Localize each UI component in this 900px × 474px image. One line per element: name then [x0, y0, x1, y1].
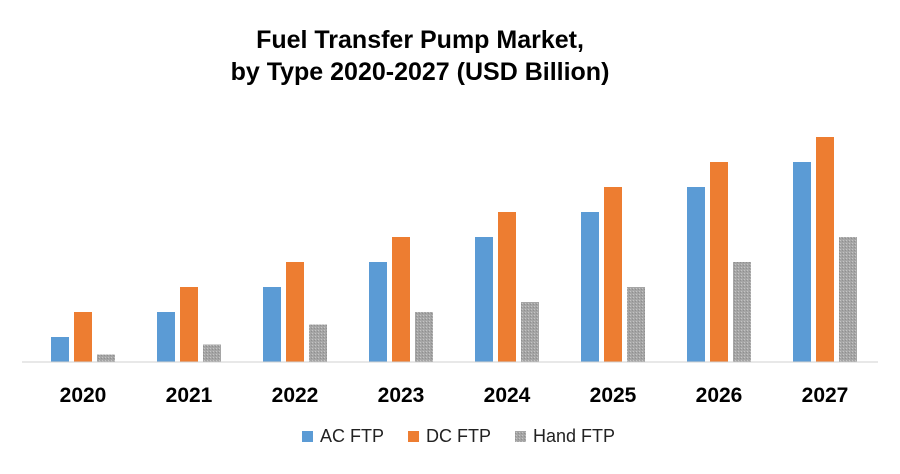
bar-ac-ftp-2025 — [581, 212, 599, 362]
bar-hand-ftp-2021 — [203, 344, 221, 362]
legend-label-hand-ftp: Hand FTP — [533, 426, 615, 446]
bar-hand-ftp-2020 — [97, 354, 115, 362]
bar-ac-ftp-2020 — [51, 337, 69, 362]
x-tick-label-2020: 2020 — [60, 384, 107, 407]
bar-ac-ftp-2021 — [157, 312, 175, 362]
bar-ac-ftp-2022 — [263, 287, 281, 362]
bars-layer — [51, 137, 857, 362]
legend-label-ac-ftp: AC FTP — [320, 426, 384, 446]
x-tick-label-2027: 2027 — [802, 384, 849, 407]
bar-hand-ftp-2023 — [415, 312, 433, 362]
bar-hand-ftp-2024 — [521, 302, 539, 362]
x-tick-label-2026: 2026 — [696, 384, 743, 407]
x-tick-label-2021: 2021 — [166, 384, 213, 407]
bar-dc-ftp-2024 — [498, 212, 516, 362]
bar-dc-ftp-2021 — [180, 287, 198, 362]
bar-dc-ftp-2027 — [816, 137, 834, 362]
bar-ac-ftp-2023 — [369, 262, 387, 362]
chart-title: Fuel Transfer Pump Market, — [256, 26, 584, 54]
x-tick-label-2022: 2022 — [272, 384, 319, 407]
chart-subtitle: by Type 2020-2027 (USD Billion) — [231, 58, 610, 86]
bar-hand-ftp-2022 — [309, 324, 327, 362]
bar-dc-ftp-2026 — [710, 162, 728, 362]
bar-hand-ftp-2025 — [627, 287, 645, 362]
bar-ac-ftp-2027 — [793, 162, 811, 362]
legend-label-dc-ftp: DC FTP — [426, 426, 491, 446]
bar-dc-ftp-2022 — [286, 262, 304, 362]
x-tick-labels: 2020 2021 2022 2023 2024 2025 2026 2027 — [60, 384, 849, 407]
bar-ac-ftp-2026 — [687, 187, 705, 362]
legend-swatch-hand-ftp — [515, 431, 527, 442]
bar-ac-ftp-2024 — [475, 237, 493, 362]
legend-swatch-ac-ftp — [302, 431, 313, 442]
bar-hand-ftp-2027 — [839, 237, 857, 362]
bar-dc-ftp-2020 — [74, 312, 92, 362]
x-tick-label-2025: 2025 — [590, 384, 637, 407]
legend-swatch-dc-ftp — [408, 431, 420, 442]
bar-dc-ftp-2025 — [604, 187, 622, 362]
bar-dc-ftp-2023 — [392, 237, 410, 362]
legend: AC FTP DC FTP Hand FTP — [302, 426, 615, 446]
bar-hand-ftp-2026 — [733, 262, 751, 362]
x-tick-label-2023: 2023 — [378, 384, 425, 407]
x-tick-label-2024: 2024 — [484, 384, 531, 407]
